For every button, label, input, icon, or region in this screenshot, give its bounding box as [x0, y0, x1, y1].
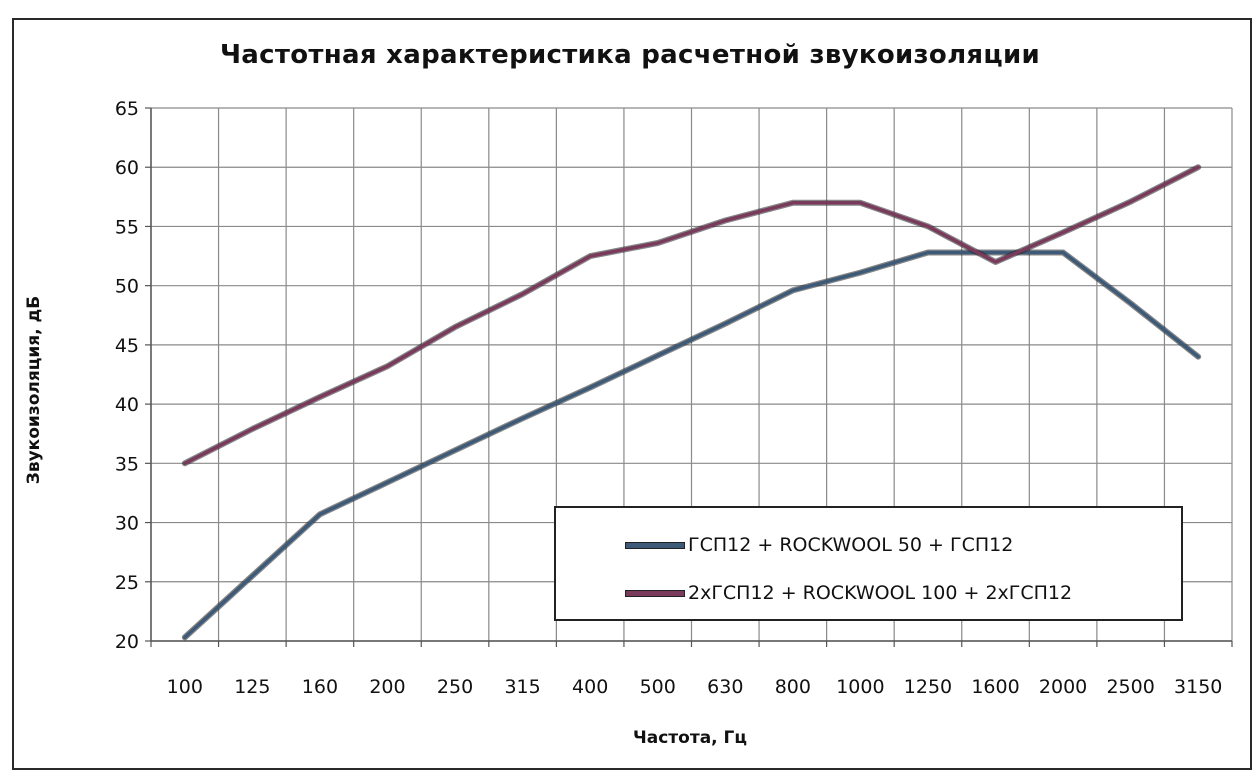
x-tick-label: 500: [640, 676, 676, 698]
y-tick-label: 20: [115, 631, 139, 653]
y-tick-label: 50: [115, 276, 139, 298]
y-tick-label: 45: [115, 335, 139, 357]
x-tick-label: 2000: [1039, 676, 1087, 698]
x-tick-label: 1600: [971, 676, 1019, 698]
legend-item-series-1: ГСП12 + ROCKWOOL 50 + ГСП12: [626, 532, 1013, 558]
y-tick-label: 25: [115, 572, 139, 594]
legend-swatch-series-1: [626, 542, 684, 548]
y-tick-label: 65: [115, 98, 139, 120]
x-tick-label: 100: [167, 676, 203, 698]
x-tick-label: 2500: [1106, 676, 1154, 698]
legend-item-series-2: 2хГСП12 + ROCKWOOL 100 + 2хГСП12: [626, 580, 1072, 606]
x-tick-label: 1000: [836, 676, 884, 698]
x-tick-label: 250: [437, 676, 473, 698]
x-tick-label: 315: [504, 676, 540, 698]
x-tick-label: 200: [369, 676, 405, 698]
legend-label-series-2: 2хГСП12 + ROCKWOOL 100 + 2хГСП12: [688, 582, 1073, 604]
x-tick-label: 160: [302, 676, 338, 698]
x-tick-label: 630: [707, 676, 743, 698]
y-tick-label: 35: [115, 453, 139, 475]
y-tick-label: 60: [115, 157, 139, 179]
x-axis-label: Частота, Гц: [633, 728, 747, 748]
chart-title: Частотная характеристика расчетной звуко…: [219, 40, 1041, 70]
legend-swatch-series-2: [626, 590, 684, 596]
y-tick-label: 55: [115, 216, 139, 238]
y-tick-label: 30: [115, 513, 139, 535]
y-axis-label: Звукоизоляция, дБ: [24, 295, 44, 485]
x-tick-label: 1250: [904, 676, 952, 698]
x-tick-label: 3150: [1174, 676, 1222, 698]
x-tick-label: 125: [234, 676, 270, 698]
y-tick-label: 40: [115, 394, 139, 416]
x-tick-label: 400: [572, 676, 608, 698]
x-tick-label: 800: [775, 676, 811, 698]
series-2-line: [183, 165, 1200, 466]
legend-label-series-1: ГСП12 + ROCKWOOL 50 + ГСП12: [688, 534, 1014, 556]
legend: ГСП12 + ROCKWOOL 50 + ГСП12 2хГСП12 + RO…: [554, 506, 1183, 621]
series-1-line: [183, 250, 1200, 640]
